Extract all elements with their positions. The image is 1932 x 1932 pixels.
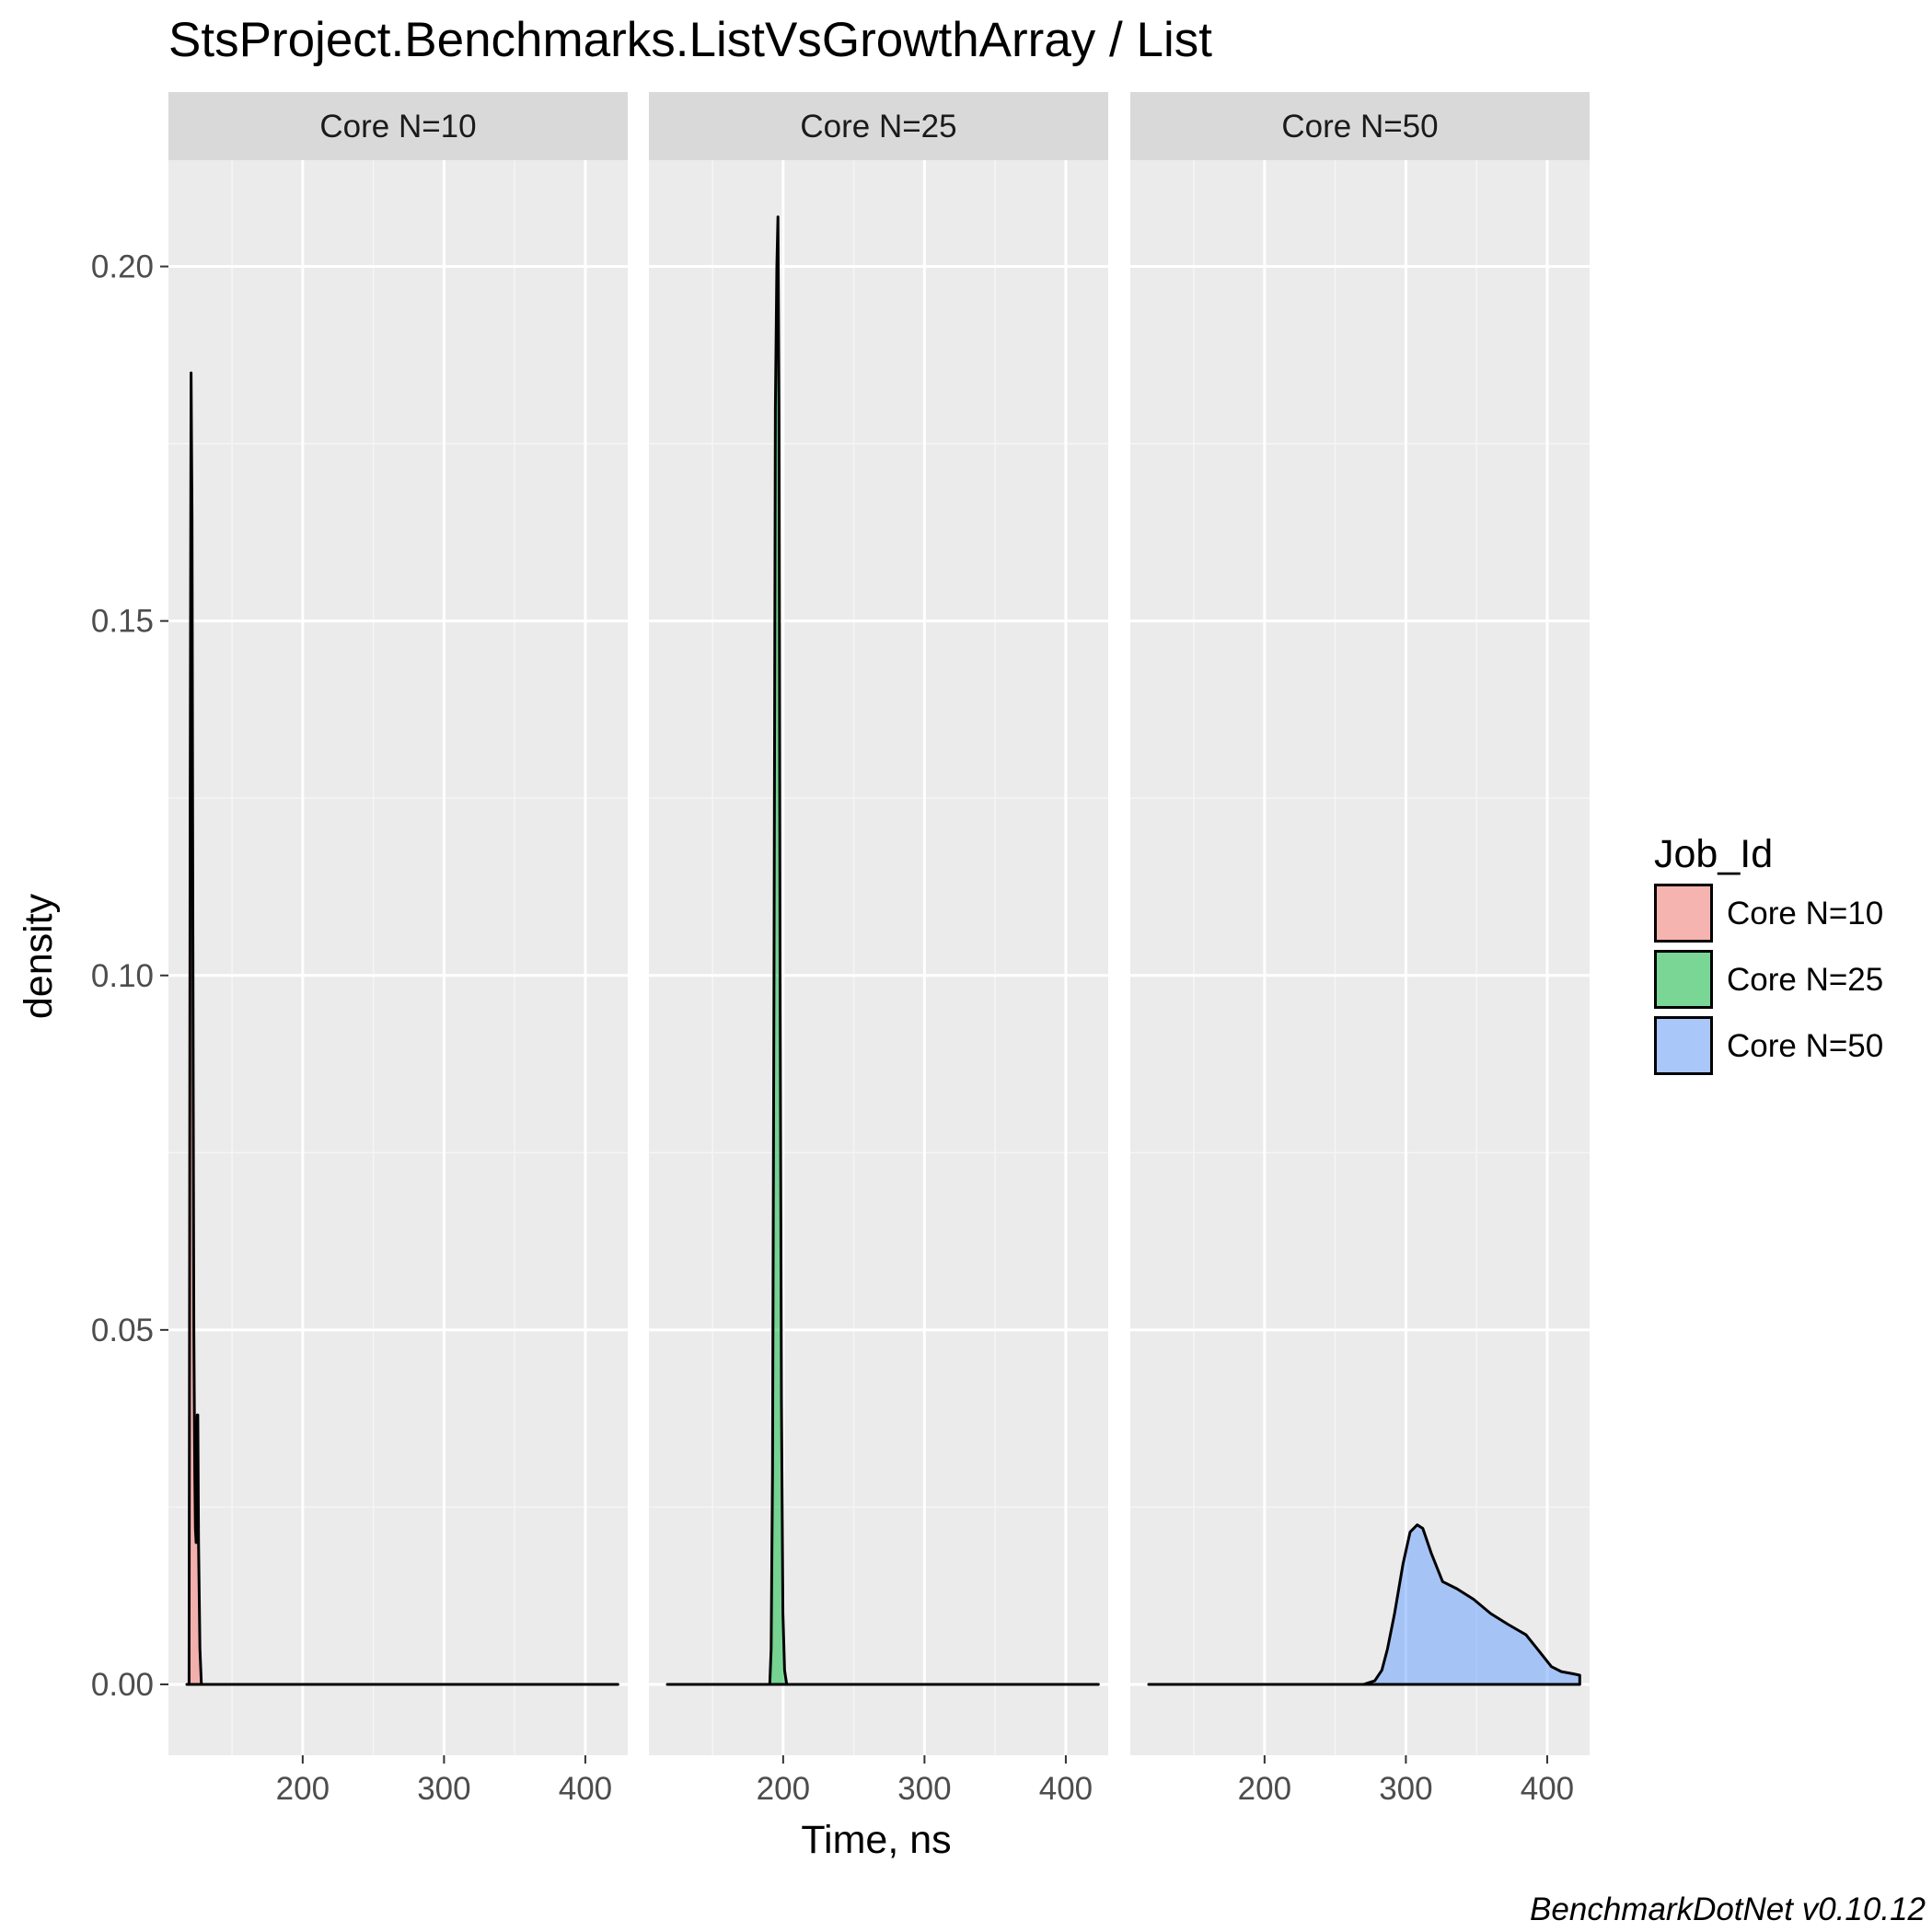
x-tick-label: 400 bbox=[1521, 1771, 1574, 1807]
legend-item-2: Core N=25 bbox=[1654, 950, 1883, 1009]
panel-background bbox=[1130, 160, 1590, 1755]
panel-strip bbox=[1130, 92, 1590, 160]
y-tick-label: 0.20 bbox=[91, 249, 154, 285]
legend-key bbox=[1654, 1016, 1713, 1075]
panel-background bbox=[168, 160, 628, 1755]
legend-label: Core N=25 bbox=[1727, 962, 1883, 998]
x-tick-label: 200 bbox=[1238, 1771, 1291, 1807]
x-tick-label: 200 bbox=[757, 1771, 810, 1807]
density-area bbox=[665, 215, 1100, 1686]
x-tick-label: 400 bbox=[559, 1771, 612, 1807]
chart-title: StsProject.Benchmarks.ListVsGrowthArray … bbox=[168, 13, 1212, 67]
panel-background bbox=[649, 160, 1108, 1755]
x-tick-label: 300 bbox=[897, 1771, 951, 1807]
y-tick-label: 0.05 bbox=[91, 1313, 154, 1348]
legend-key bbox=[1654, 950, 1713, 1009]
legend-item-3: Core N=50 bbox=[1654, 1016, 1883, 1075]
x-tick-label: 300 bbox=[1379, 1771, 1432, 1807]
x-tick-label: 400 bbox=[1039, 1771, 1093, 1807]
legend: Job_Id Core N=10 Core N=25 Core N=50 bbox=[1654, 832, 1883, 1075]
panel-3: Core N=50 200 300 400 bbox=[1130, 92, 1590, 1807]
density-area bbox=[1147, 1523, 1581, 1686]
panel-strip-label: Core N=25 bbox=[800, 109, 956, 145]
y-tick-label: 0.00 bbox=[91, 1667, 154, 1703]
legend-key bbox=[1654, 884, 1713, 943]
x-tick-label: 200 bbox=[276, 1771, 330, 1807]
panel-strip bbox=[168, 92, 628, 160]
panel-1: Core N=10 200 300 400 0.00 0.05 0.10 0.15 0.20 bbox=[91, 92, 628, 1807]
y-tick-label: 0.10 bbox=[91, 958, 154, 994]
panel-strip bbox=[649, 92, 1108, 160]
legend-label: Core N=50 bbox=[1727, 1028, 1883, 1064]
y-axis-title: density bbox=[17, 893, 61, 1019]
x-axis-title: Time, ns bbox=[801, 1818, 951, 1862]
caption: BenchmarkDotNet v0.10.12 bbox=[1530, 1892, 1926, 1927]
density-area bbox=[185, 371, 619, 1686]
x-tick-label: 300 bbox=[417, 1771, 470, 1807]
y-tick-label: 0.15 bbox=[91, 604, 154, 640]
legend-label: Core N=10 bbox=[1727, 896, 1883, 931]
panel-strip-label: Core N=50 bbox=[1281, 109, 1438, 145]
panel-strip-label: Core N=10 bbox=[319, 109, 476, 145]
legend-items: Core N=10 Core N=25 Core N=50 bbox=[1654, 884, 1883, 1075]
panel-2: Core N=25 200 300 400 bbox=[649, 92, 1108, 1807]
legend-item-1: Core N=10 bbox=[1654, 884, 1883, 943]
legend-title: Job_Id bbox=[1654, 832, 1773, 876]
